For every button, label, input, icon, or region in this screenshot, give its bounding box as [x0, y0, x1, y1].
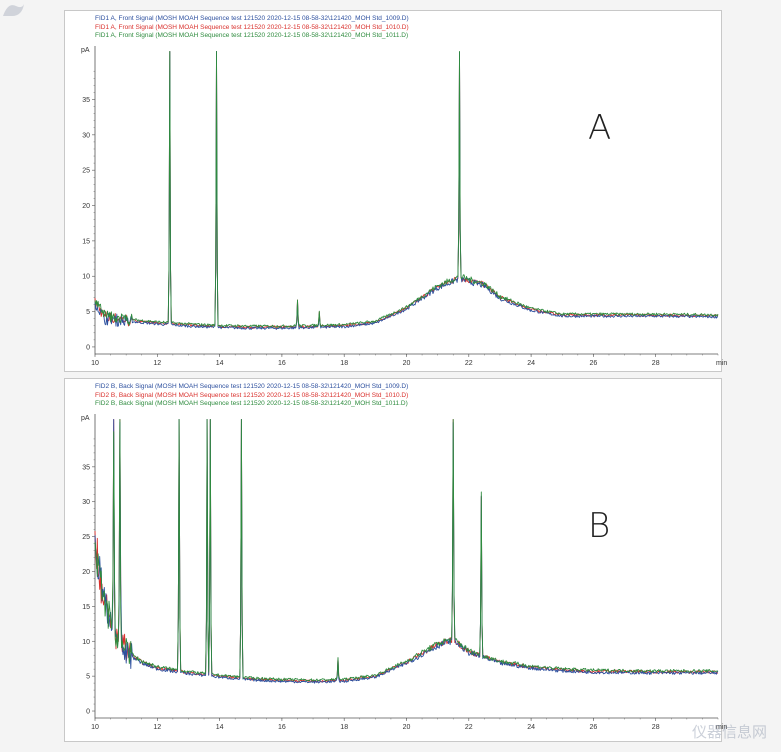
x-axis-label: min	[716, 360, 727, 367]
x-tick-label: 16	[278, 360, 286, 367]
panel-label-b: B	[588, 506, 611, 546]
x-tick-label: 22	[465, 724, 473, 731]
legend-a: FID1 A, Front Signal (MOSH MOAH Sequence…	[95, 15, 409, 41]
x-tick-label: 12	[153, 724, 161, 731]
x-tick-label: 18	[340, 724, 348, 731]
series-line-b-2	[94, 418, 719, 683]
legend-entry: FID2 B, Back Signal (MOSH MOAH Sequence …	[95, 400, 408, 408]
y-tick-label: 30	[82, 132, 90, 139]
watermark-logo-icon	[3, 4, 24, 16]
x-tick-label: 10	[91, 360, 99, 367]
y-tick-label: 30	[82, 499, 90, 506]
x-tick-label: 26	[590, 724, 598, 731]
x-tick-label: 10	[91, 724, 99, 731]
series-line-a-3	[94, 50, 719, 328]
series-line-b-1	[94, 418, 719, 684]
y-tick-label: 0	[86, 709, 90, 716]
y-tick-label: 35	[82, 464, 90, 471]
x-tick-label: 20	[403, 360, 411, 367]
y-tick-label: 20	[82, 203, 90, 210]
watermark: 仪器信息网	[691, 723, 767, 741]
chart-panel-a	[64, 10, 722, 372]
y-tick-label: 15	[82, 238, 90, 245]
x-tick-label: 24	[527, 360, 535, 367]
y-tick-label: 15	[82, 604, 90, 611]
chart-panel-b	[64, 378, 722, 742]
legend-entry: FID2 B, Back Signal (MOSH MOAH Sequence …	[95, 383, 409, 390]
y-tick-label: 10	[82, 274, 90, 281]
x-tick-label: 28	[652, 724, 660, 731]
x-tick-label: 12	[153, 360, 161, 367]
y-tick-label: 10	[82, 639, 90, 646]
x-tick-label: 18	[340, 360, 348, 367]
x-tick-label: 16	[278, 724, 286, 731]
legend-entry: FID1 A, Front Signal (MOSH MOAH Sequence…	[95, 15, 409, 22]
x-tick-label: 14	[216, 724, 224, 731]
series-line-b-3	[94, 418, 719, 682]
y-tick-label: 25	[82, 168, 90, 175]
x-tick-label: 14	[216, 360, 224, 367]
y-axis-label: pA	[81, 47, 90, 54]
series-line-a-2	[94, 50, 719, 329]
y-tick-label: 5	[86, 309, 90, 316]
x-axis-label: min	[716, 724, 727, 731]
y-tick-label: 20	[82, 569, 90, 576]
legend-b: FID2 B, Back Signal (MOSH MOAH Sequence …	[95, 383, 408, 409]
y-axis-label: pA	[81, 415, 90, 422]
x-tick-label: 24	[527, 724, 535, 731]
legend-entry: FID2 B, Back Signal (MOSH MOAH Sequence …	[95, 391, 409, 399]
x-tick-label: 22	[465, 360, 473, 367]
x-tick-label: 26	[590, 360, 598, 367]
y-tick-label: 35	[82, 97, 90, 104]
y-tick-label: 25	[82, 534, 90, 541]
y-tick-label: 5	[86, 674, 90, 681]
panel-label-a: A	[588, 108, 612, 148]
x-tick-label: 28	[652, 360, 660, 367]
legend-entry: FID1 A, Front Signal (MOSH MOAH Sequence…	[95, 32, 409, 40]
x-tick-label: 20	[403, 724, 411, 731]
legend-entry: FID1 A, Front Signal (MOSH MOAH Sequence…	[95, 23, 409, 31]
series-line-a-1	[94, 50, 719, 330]
y-tick-label: 0	[86, 344, 90, 351]
